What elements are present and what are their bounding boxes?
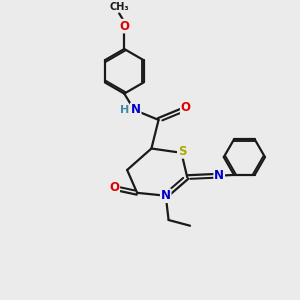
Text: S: S [178, 145, 186, 158]
Text: H: H [120, 105, 129, 115]
Text: N: N [161, 189, 171, 202]
Text: O: O [119, 20, 129, 33]
Text: O: O [181, 100, 191, 113]
Text: O: O [109, 181, 119, 194]
Text: N: N [131, 103, 141, 116]
Text: N: N [214, 169, 224, 182]
Text: CH₃: CH₃ [109, 2, 129, 12]
Text: methoxy: methoxy [131, 15, 137, 16]
